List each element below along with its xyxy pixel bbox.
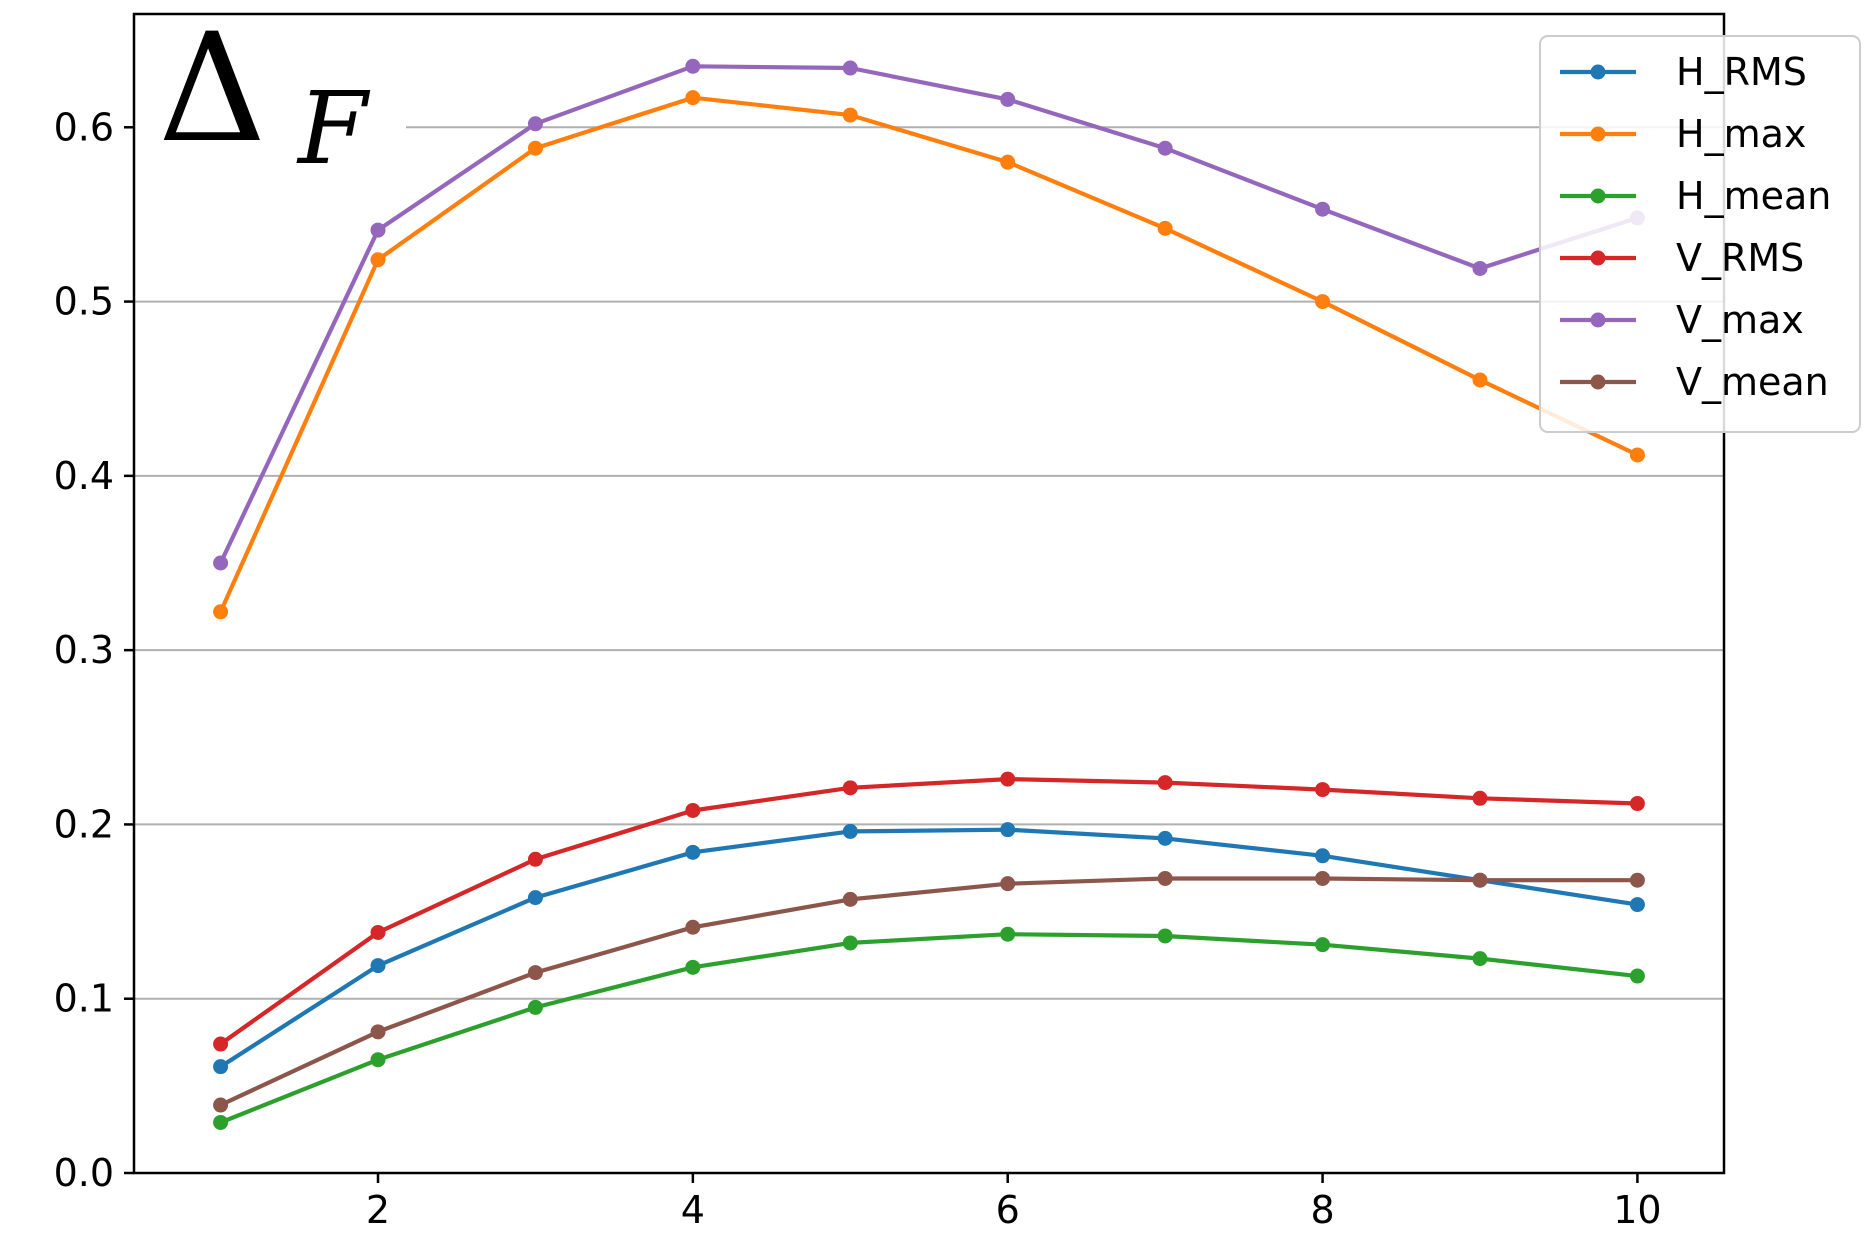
x-tick-label: 6 [996, 1188, 1020, 1232]
data-point-V_RMS [213, 1036, 229, 1052]
data-point-V_mean [213, 1097, 229, 1113]
y-tick-label: 0.3 [54, 628, 114, 672]
data-point-H_max [1629, 447, 1645, 463]
axis-ticks: 2 4 6 8 10 0.0 0.1 0.2 0.3 0.4 0.5 0.6 [54, 105, 1662, 1232]
panel-label-symbol: Δ [158, 2, 266, 176]
data-point-V_mean [1157, 870, 1173, 886]
gridlines [134, 126, 1724, 1000]
data-point-H_mean [1000, 926, 1016, 942]
y-tick-label: 0.4 [54, 454, 114, 498]
data-point-H_mean [1629, 968, 1645, 984]
data-point-H_mean [370, 1052, 386, 1068]
data-point-H_RMS [527, 890, 543, 906]
legend: H_RMS H_max H_mean V_RMS V_max V_mean [1539, 35, 1861, 433]
data-point-H_RMS [370, 958, 386, 974]
data-point-H_RMS [213, 1059, 229, 1075]
data-point-V_max [1157, 140, 1173, 156]
legend-label-V_mean: V_mean [1676, 360, 1829, 404]
legend-marker-H_max [1590, 126, 1606, 142]
data-point-V_mean [1315, 870, 1331, 886]
data-point-V_max [213, 555, 229, 571]
data-point-V_RMS [1157, 775, 1173, 791]
x-tick-label: 8 [1310, 1188, 1334, 1232]
series-line-H_RMS [219, 827, 1638, 1069]
data-point-H_RMS [1157, 830, 1173, 846]
legend-marker-V_max [1590, 312, 1606, 328]
legend-marker-H_mean [1590, 188, 1606, 204]
data-point-V_mean [1000, 876, 1016, 892]
legend-marker-V_RMS [1590, 250, 1606, 266]
data-point-V_RMS [527, 851, 543, 867]
data-point-H_mean [1315, 937, 1331, 953]
data-point-H_max [527, 140, 543, 156]
legend-label-V_max: V_max [1676, 298, 1804, 342]
data-point-H_max [1315, 294, 1331, 310]
legend-label-V_RMS: V_RMS [1676, 236, 1804, 280]
data-point-H_mean [1157, 928, 1173, 944]
data-point-H_max [685, 90, 701, 106]
y-tick-label: 0.2 [54, 802, 114, 846]
data-point-V_mean [1629, 872, 1645, 888]
data-point-V_RMS [1315, 782, 1331, 798]
data-point-H_mean [685, 959, 701, 975]
series-line-H_mean [219, 932, 1638, 1125]
data-point-V_RMS [1629, 796, 1645, 812]
data-point-V_max [842, 60, 858, 76]
series-line-V_RMS [219, 776, 1638, 1046]
data-point-H_RMS [842, 823, 858, 839]
data-point-V_max [1315, 201, 1331, 217]
data-point-V_RMS [1472, 790, 1488, 806]
data-point-V_mean [1472, 872, 1488, 888]
x-tick-label: 4 [681, 1188, 705, 1232]
data-point-H_mean [842, 935, 858, 951]
data-point-V_RMS [1000, 771, 1016, 787]
data-point-H_max [1472, 372, 1488, 388]
data-point-V_mean [370, 1024, 386, 1040]
series-line-V_max [218, 64, 1639, 564]
data-point-H_RMS [685, 844, 701, 860]
panel-label-subscript: F [296, 70, 371, 187]
data-point-H_mean [527, 999, 543, 1015]
panel-label-background [134, 14, 406, 174]
data-point-H_max [842, 107, 858, 123]
data-point-V_max [1472, 260, 1488, 276]
y-tick-label: 0.1 [54, 977, 114, 1021]
data-point-V_max [685, 58, 701, 74]
data-point-H_max [1000, 154, 1016, 170]
data-point-V_RMS [685, 802, 701, 818]
data-point-V_max [370, 222, 386, 238]
y-tick-label: 0.0 [54, 1151, 114, 1195]
data-point-H_max [370, 252, 386, 268]
data-point-H_RMS [1000, 822, 1016, 838]
data-point-H_RMS [1629, 897, 1645, 913]
x-tick-label: 2 [366, 1188, 390, 1232]
series-line-V_mean [219, 876, 1638, 1107]
legend-label-H_max: H_max [1676, 112, 1806, 156]
data-point-H_RMS [1315, 848, 1331, 864]
legend-marker-H_RMS [1590, 64, 1606, 80]
data-point-V_RMS [370, 924, 386, 940]
data-point-V_mean [685, 919, 701, 935]
plot-frame [132, 12, 1726, 1175]
data-point-H_mean [213, 1114, 229, 1130]
data-point-V_max [527, 116, 543, 132]
data-point-V_RMS [842, 780, 858, 796]
data-point-H_mean [1472, 951, 1488, 967]
data-point-H_max [1157, 220, 1173, 236]
legend-marker-V_mean [1590, 374, 1606, 390]
y-tick-label: 0.5 [54, 280, 114, 324]
data-point-H_max [213, 604, 229, 620]
data-point-V_mean [527, 965, 543, 981]
axes-frame [132, 12, 1726, 1175]
series-line-H_max [218, 95, 1639, 613]
panel-label-box: Δ F [134, 2, 406, 187]
data-point-V_mean [842, 891, 858, 907]
y-tick-label: 0.6 [54, 105, 114, 149]
legend-label-H_mean: H_mean [1676, 174, 1831, 218]
data-point-V_max [1000, 91, 1016, 107]
x-tick-label: 10 [1613, 1188, 1661, 1232]
legend-label-H_RMS: H_RMS [1676, 50, 1807, 94]
series-group [213, 58, 1645, 1130]
